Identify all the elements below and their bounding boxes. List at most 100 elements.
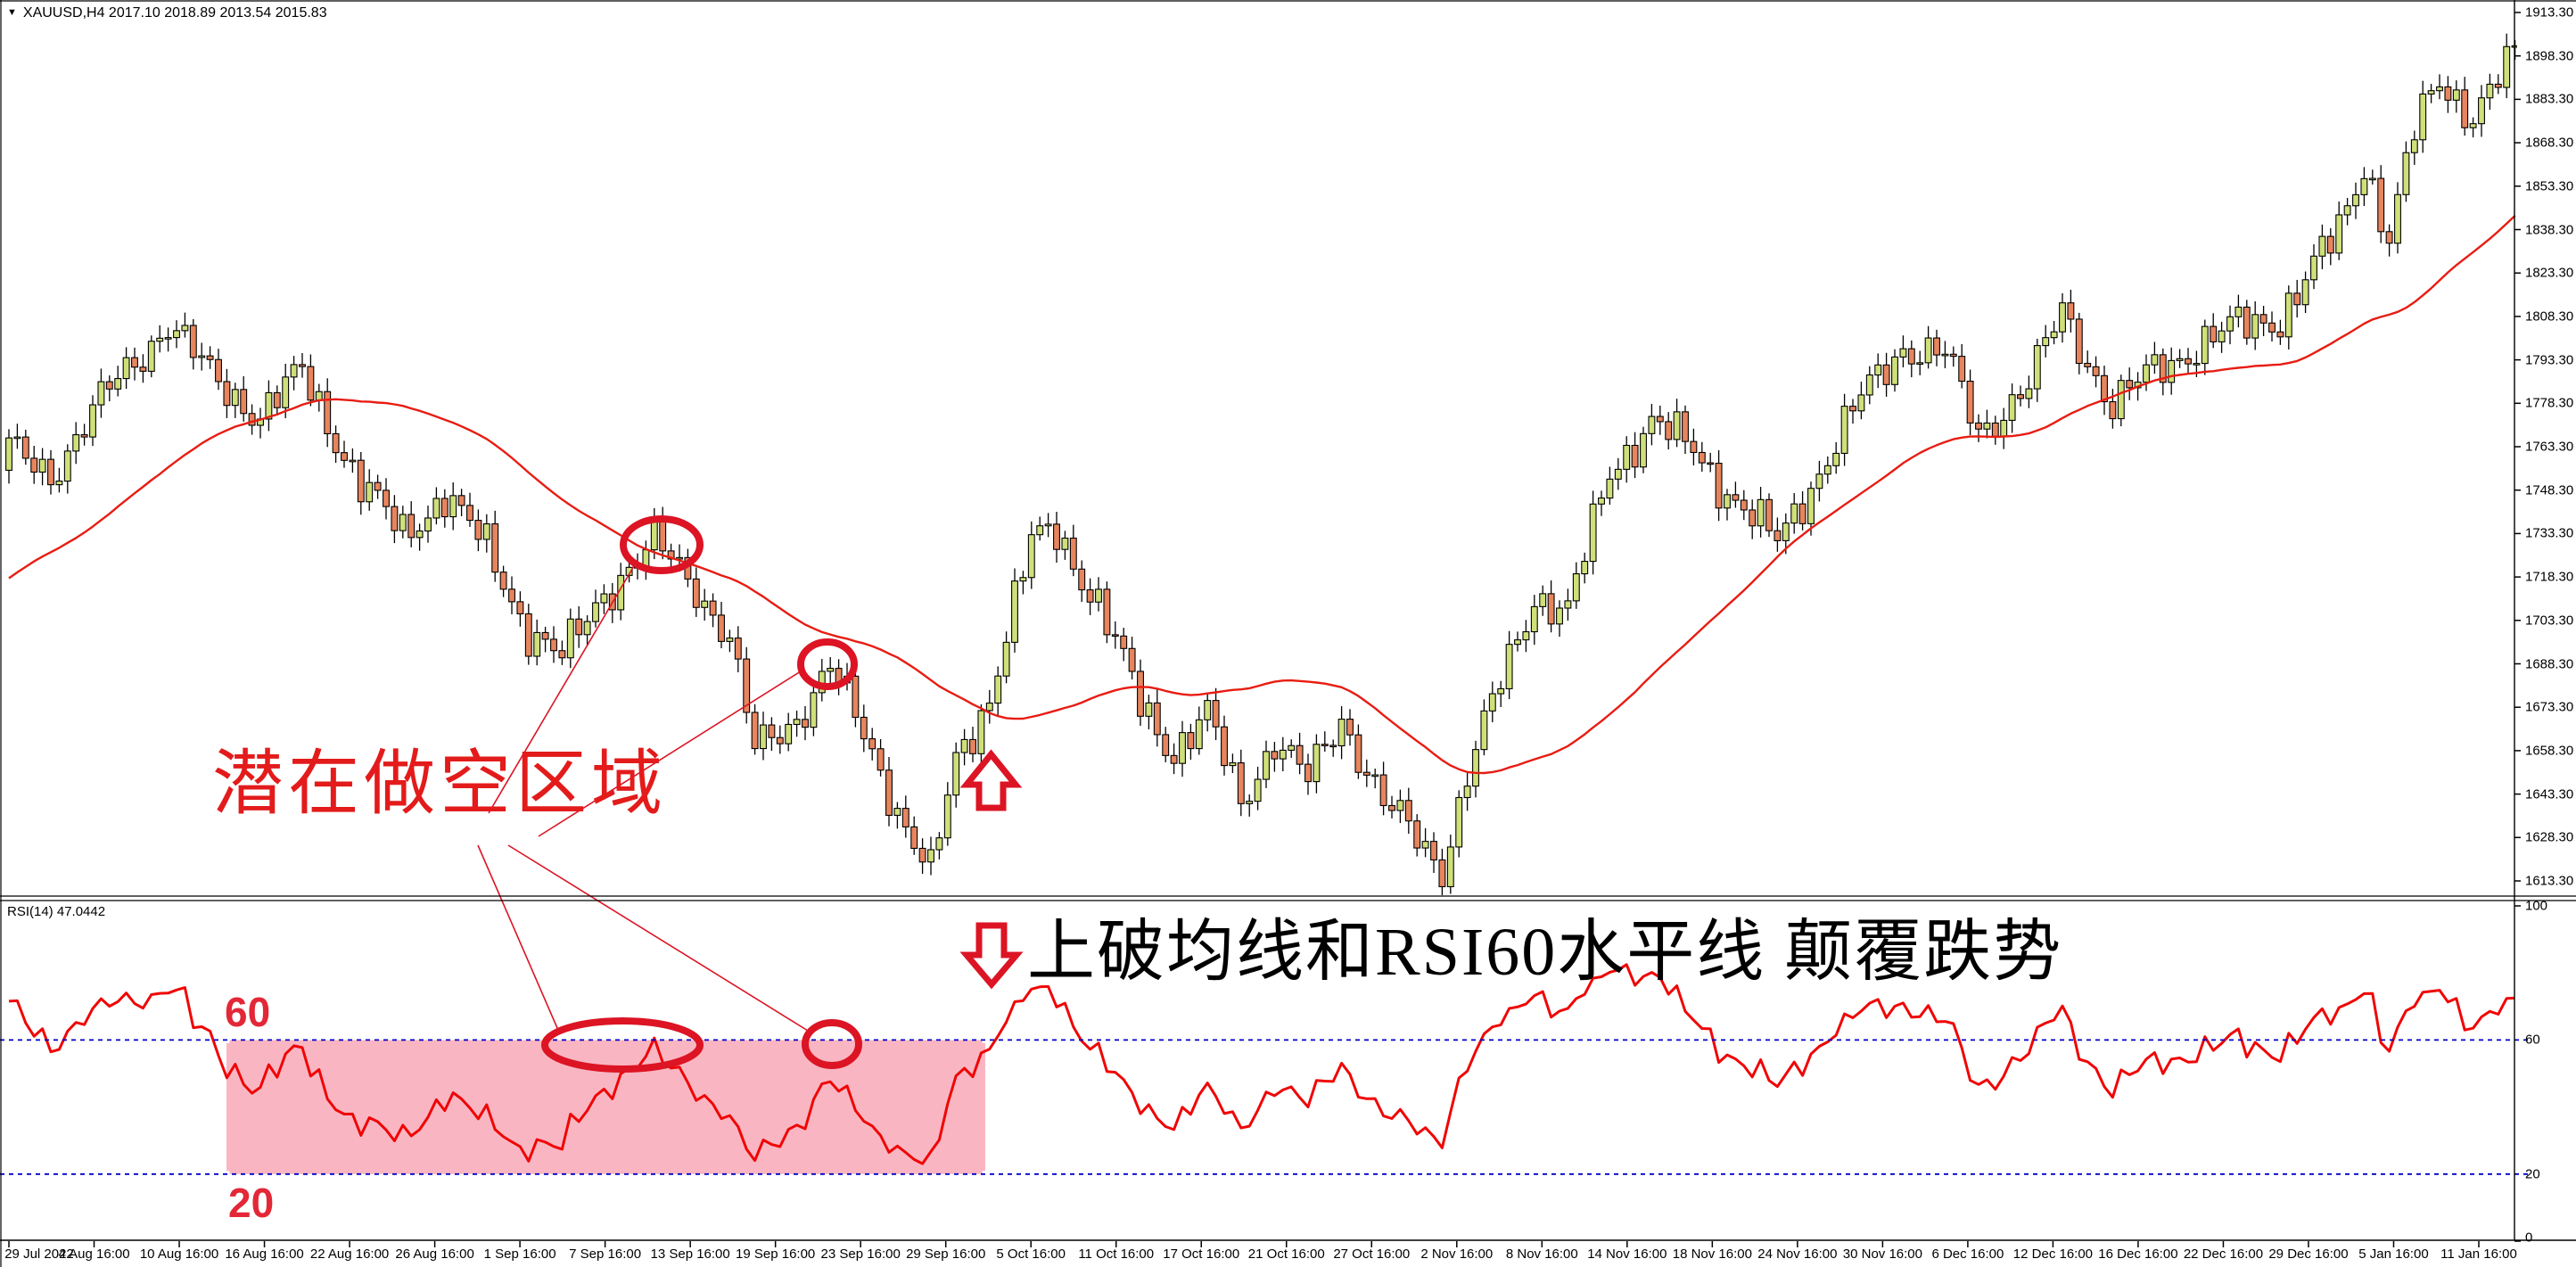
- price-axis-label: 1838.30: [2525, 222, 2574, 237]
- candle-body: [860, 716, 868, 740]
- candle-body: [1279, 749, 1287, 760]
- candle-body: [1798, 503, 1806, 524]
- candle-body: [223, 381, 231, 407]
- rsi-axis-label: 100: [2525, 898, 2548, 914]
- candle-body: [1263, 751, 1270, 780]
- candle-body: [1656, 415, 1664, 423]
- price-axis-label: 1733.30: [2525, 525, 2574, 541]
- candle-body: [1966, 380, 1974, 424]
- candle-body: [1514, 639, 1521, 646]
- candle-body: [734, 638, 742, 660]
- rsi-level-20-big-label[interactable]: 20: [228, 1180, 275, 1226]
- symbol-dropdown-icon[interactable]: ▼: [7, 7, 17, 18]
- candle-body: [466, 505, 473, 522]
- candle-body: [474, 520, 482, 540]
- connector-line[interactable]: [538, 669, 804, 837]
- candle-body: [299, 364, 306, 367]
- candle-body: [1069, 537, 1077, 570]
- candle-body: [583, 621, 591, 636]
- price-axis-label: 1853.30: [2525, 178, 2574, 194]
- candle-body: [374, 481, 382, 491]
- candle-body: [927, 849, 934, 863]
- candle-body: [1857, 394, 1865, 412]
- connector-line[interactable]: [507, 844, 809, 1032]
- time-axis-label: 30 Nov 16:00: [1842, 1246, 1922, 1262]
- candle-body: [1212, 700, 1220, 728]
- candle-body: [943, 794, 951, 839]
- annotation-text-short-zone[interactable]: 潜在做空区域: [212, 745, 667, 824]
- candle-body: [1413, 820, 1421, 849]
- candle-body: [709, 600, 717, 616]
- annotation-text-breakout[interactable]: 上破均线和RSI60水平线 颠覆跌势: [1027, 915, 2063, 990]
- price-axis-label: 1763.30: [2525, 439, 2574, 455]
- candle-body: [1111, 634, 1119, 638]
- candle-body: [1346, 719, 1354, 736]
- candle-body: [659, 518, 667, 552]
- candle-body: [248, 413, 256, 426]
- price-axis-label: 1673.30: [2525, 699, 2574, 715]
- candle-body: [1564, 600, 1572, 609]
- candle-body: [827, 668, 835, 672]
- time-axis-label: 29 Dec 16:00: [2268, 1246, 2349, 1262]
- candle-body: [1120, 635, 1128, 649]
- time-axis-label: 24 Nov 16:00: [1757, 1246, 1838, 1262]
- candle-body: [1707, 462, 1715, 465]
- candle-body: [667, 550, 675, 560]
- candle-body: [2033, 345, 2041, 390]
- candle-body: [1598, 497, 1605, 505]
- candle-body: [1354, 734, 1362, 773]
- candle-body: [2284, 292, 2292, 338]
- candle-body: [2452, 89, 2460, 101]
- candle-body: [198, 355, 206, 358]
- candles-panel: [5, 33, 2517, 895]
- short-zone-highlight-box[interactable]: [226, 1040, 985, 1174]
- connector-line[interactable]: [488, 564, 636, 814]
- candle-body: [131, 357, 138, 368]
- candle-body: [2143, 364, 2150, 383]
- price-axis-label: 1913.30: [2525, 4, 2574, 21]
- candle-body: [2059, 302, 2066, 333]
- candle-body: [2218, 330, 2226, 342]
- highlight-ellipse[interactable]: [797, 638, 858, 690]
- candle-body: [482, 522, 490, 540]
- candle-body: [1329, 745, 1337, 748]
- rsi-axis-label: 20: [2525, 1166, 2540, 1182]
- candle-body: [1774, 530, 1782, 541]
- highlight-ellipse[interactable]: [802, 1019, 862, 1069]
- candle-body: [2126, 380, 2134, 389]
- time-axis-label: 23 Sep 16:00: [820, 1246, 901, 1262]
- candle-body: [215, 358, 222, 383]
- candle-body: [173, 330, 180, 339]
- candle-body: [2185, 358, 2192, 365]
- selection-handle[interactable]: [982, 1171, 989, 1178]
- candle-body: [1313, 744, 1321, 783]
- candle-body: [2427, 90, 2435, 95]
- candle-body: [1237, 762, 1245, 804]
- highlight-ellipse[interactable]: [620, 515, 704, 574]
- candle-body: [357, 459, 365, 503]
- candle-body: [2293, 292, 2301, 306]
- candle-body: [1153, 702, 1161, 736]
- candle-body: [391, 506, 399, 531]
- candle-body: [105, 381, 113, 390]
- candle-body: [21, 436, 29, 459]
- candle-body: [1304, 763, 1312, 783]
- candle-body: [1539, 593, 1547, 607]
- candle-body: [1916, 362, 1924, 365]
- selection-handle[interactable]: [982, 1036, 989, 1043]
- down-arrow-icon[interactable]: [959, 922, 1024, 990]
- candle-body: [156, 337, 164, 342]
- up-arrow-icon[interactable]: [959, 749, 1023, 811]
- candle-body: [1640, 432, 1647, 468]
- highlight-ellipse[interactable]: [541, 1017, 704, 1073]
- candle-body: [432, 498, 440, 519]
- connector-line[interactable]: [477, 844, 558, 1029]
- candle-body: [491, 522, 499, 573]
- candle-body: [1907, 348, 1915, 365]
- candle-body: [1631, 444, 1639, 468]
- candle-body: [1321, 744, 1329, 746]
- candle-body: [1044, 523, 1052, 527]
- rsi-level-60-big-label[interactable]: 60: [225, 989, 271, 1035]
